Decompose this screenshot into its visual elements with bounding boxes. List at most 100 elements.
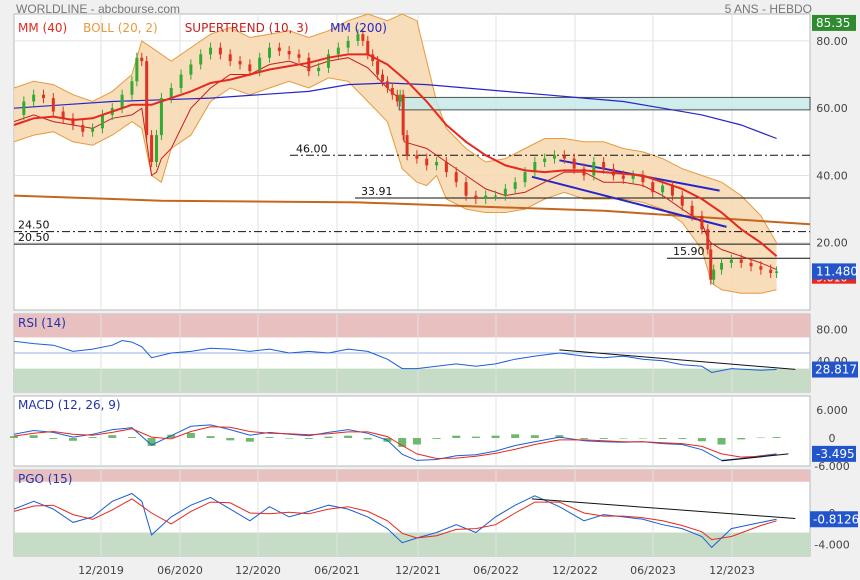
macd-tick-label: 0: [829, 432, 836, 445]
x-tick-label: 06/2022: [473, 564, 519, 577]
secondary-price-badge: [812, 14, 856, 31]
macd-histogram-bar: [452, 435, 461, 438]
candle-body: [395, 94, 399, 102]
candle-body: [61, 111, 65, 119]
macd-histogram-bar: [363, 438, 372, 440]
candle-body: [287, 51, 291, 55]
candle-body: [71, 118, 75, 125]
candle-body: [100, 114, 104, 129]
macd-histogram-bar: [579, 438, 588, 439]
candle-body: [543, 158, 547, 162]
macd-histogram-bar: [324, 436, 333, 438]
candle-body: [361, 34, 365, 41]
candle-body: [769, 269, 773, 273]
candle-body: [277, 47, 281, 51]
candle-body: [381, 74, 385, 82]
macd-histogram-bar: [285, 438, 294, 439]
candle-body: [258, 57, 262, 72]
candle-body: [91, 128, 95, 132]
candle-body: [670, 185, 674, 196]
pgo-lower-zone: [14, 532, 810, 556]
candle-body: [425, 158, 429, 166]
candle-body: [474, 195, 478, 199]
candle-body: [51, 98, 55, 112]
candle-body: [749, 262, 753, 267]
x-tick-label: 06/2020: [157, 564, 203, 577]
last-price-value: 11.480: [816, 264, 858, 278]
candle-body: [680, 195, 684, 206]
level-label: 46.00: [296, 142, 328, 155]
candle-body: [739, 259, 743, 263]
macd-histogram-bar: [49, 438, 58, 439]
macd-tick-label: 6.000: [816, 404, 848, 417]
candle-body: [562, 155, 566, 159]
macd-histogram-bar: [344, 435, 353, 438]
pgo-upper-zone: [14, 470, 810, 482]
pgo-signal-line: [13, 498, 777, 541]
macd-trend-line: [721, 453, 789, 462]
x-tick-label: 06/2021: [314, 564, 360, 577]
rsi-tick-label: 80.00: [816, 324, 848, 337]
candle-body: [690, 205, 694, 216]
candle-body: [238, 61, 242, 65]
candle-body: [513, 182, 517, 189]
candle-body: [209, 47, 213, 55]
macd-histogram-bar: [619, 438, 628, 439]
candle-body: [454, 172, 458, 183]
macd-histogram-bar: [717, 438, 726, 445]
candle-body: [582, 168, 586, 176]
candle-body: [444, 162, 448, 173]
macd-histogram-bar: [511, 434, 520, 438]
legend-boll: BOLL (20, 2): [83, 21, 158, 35]
y-tick-label: 80.00: [816, 35, 848, 48]
macd-histogram-bar: [599, 438, 608, 439]
level-label: 20.50: [18, 231, 50, 244]
macd-value: -3.495: [816, 447, 855, 461]
rsi-label: RSI (14): [18, 316, 66, 330]
last-price-badge: [812, 263, 856, 280]
candle-body: [700, 215, 704, 230]
candle-body: [135, 57, 139, 82]
candle-body: [572, 158, 576, 169]
x-tick-label: 12/2022: [552, 564, 598, 577]
candle-body: [494, 195, 498, 197]
macd-histogram-bar: [147, 438, 156, 446]
rsi-oversold-zone: [14, 368, 810, 392]
secondary-price-value: 85.35: [816, 16, 850, 30]
candle-body: [729, 259, 733, 263]
candle-body: [326, 54, 330, 68]
x-tick-label: 06/2023: [630, 564, 676, 577]
candle-body: [464, 182, 468, 196]
x-tick-label: 12/2019: [78, 564, 124, 577]
candle-body: [268, 47, 272, 58]
macd-histogram-bar: [756, 437, 765, 439]
pgo-value-badge: [810, 511, 858, 528]
candle-body: [523, 172, 527, 183]
candle-body: [712, 269, 716, 280]
rsi-overbought-zone: [14, 314, 810, 338]
candle-body: [189, 64, 193, 75]
resistance-zone-box: [398, 96, 811, 111]
macd-histogram-bar: [678, 438, 687, 439]
candle-body: [218, 47, 222, 55]
macd-histogram-bar: [471, 436, 480, 438]
macd-histogram-bar: [68, 438, 77, 441]
candle-body: [41, 94, 45, 99]
candle-body: [140, 57, 144, 62]
y-tick-label: 40.00: [816, 169, 848, 182]
level-label: 24.50: [18, 219, 50, 232]
candle-body: [150, 135, 154, 162]
candle-body: [376, 61, 380, 75]
candle-body: [199, 54, 203, 65]
macd-histogram-bar: [658, 438, 667, 439]
level-label: 33.91: [361, 185, 393, 198]
bollinger-band-fill: [14, 14, 777, 294]
pgo-trend-line: [531, 498, 796, 519]
candle-body: [398, 94, 402, 102]
macd-histogram-bar: [226, 438, 235, 441]
macd-histogram-bar: [304, 438, 313, 439]
candle-body: [159, 98, 163, 136]
candle-body: [503, 188, 507, 196]
price-trend-line: [13, 194, 811, 226]
